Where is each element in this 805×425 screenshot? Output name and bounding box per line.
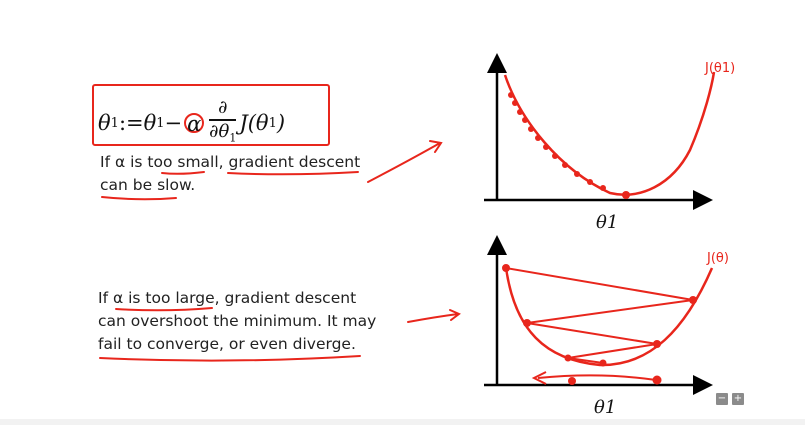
bottom-strip	[0, 419, 805, 425]
frac-bar	[209, 119, 237, 121]
underline-fail-converge	[99, 355, 361, 362]
bottom-cost-curve	[504, 267, 714, 367]
formula-minus: −	[164, 111, 183, 136]
frac-den-sub: 1	[229, 131, 237, 145]
frac-denominator: ∂θ1	[209, 120, 237, 149]
top-small-steps	[508, 92, 630, 199]
caption-large-line1: If α is too large, gradient descent	[98, 289, 357, 307]
arrow-top	[367, 140, 443, 183]
arrow-bottom	[407, 309, 461, 323]
bottom-curve-label: J(θ)	[706, 251, 729, 266]
formula-box	[92, 84, 330, 146]
formula-lhs-sub: 1	[110, 115, 119, 131]
underline-gradient-descent	[227, 171, 359, 176]
underline-slow	[101, 196, 177, 201]
caption-small-line2: can be slow.	[100, 176, 196, 194]
bottom-axis-projections	[531, 371, 662, 385]
top-cost-curve	[503, 71, 716, 196]
underline-small	[161, 171, 205, 175]
formula-cost: J(θ	[239, 111, 269, 136]
formula-assign: :=	[118, 111, 144, 136]
bottom-axis-label: θ1	[594, 397, 616, 418]
frac-den-text: ∂θ	[209, 120, 230, 142]
top-curve-label: J(θ1)	[704, 61, 735, 76]
bottom-step-points	[502, 264, 697, 367]
zoom-in-button[interactable]: +	[732, 393, 744, 405]
caption-large-alpha: If α is too large, gradient descent can …	[98, 287, 376, 356]
caption-large-line2: can overshoot the minimum. It may	[98, 312, 377, 330]
bottom-divergent-steps	[505, 267, 694, 364]
formula-rhs-var: θ	[143, 111, 157, 136]
caption-small-alpha: If α is too small, gradient descent can …	[100, 151, 360, 197]
underline-too-large	[115, 307, 213, 312]
formula-cost-close: )	[276, 111, 286, 136]
top-axis-label: θ1	[596, 212, 618, 233]
caption-large-line3: fail to converge, or even diverge.	[98, 335, 356, 353]
zoom-out-button[interactable]: −	[716, 393, 728, 405]
top-plot-axes	[484, 53, 713, 210]
bottom-plot-axes	[484, 235, 713, 395]
caption-small-line1: If α is too small, gradient descent	[100, 153, 361, 171]
formula-lhs: θ	[98, 111, 111, 136]
formula-rhs-sub: 1	[156, 115, 165, 131]
formula-cost-sub: 1	[268, 115, 277, 131]
frac-numerator: ∂	[218, 97, 228, 118]
formula-fraction: ∂ ∂θ1	[209, 97, 237, 149]
formula-alpha: α	[184, 113, 205, 135]
